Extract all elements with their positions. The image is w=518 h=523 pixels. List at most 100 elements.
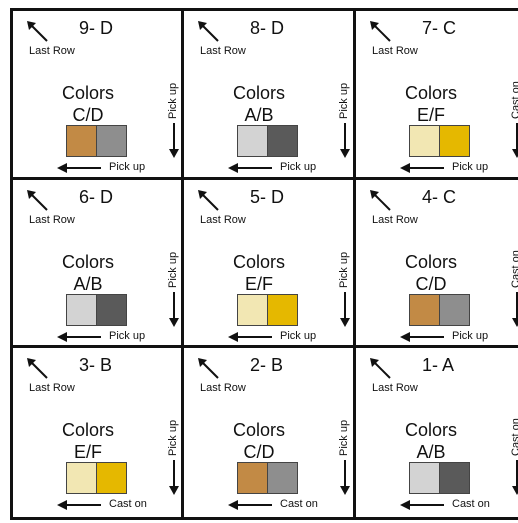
color-pair-label: E/F [244,274,273,294]
diagonal-arrow-icon [368,19,392,43]
last-row-label: Last Row [29,45,75,57]
color-swatch [267,126,297,156]
diagonal-arrow-icon [25,188,49,212]
side-edge-label: Pick up [167,419,179,456]
colors-label: Colors [61,83,114,103]
side-edge-label: Pick up [167,251,179,288]
color-swatches [409,462,470,494]
color-swatch [410,295,439,325]
side-edge-label: Pick up [338,82,350,119]
diagonal-arrow-icon [196,188,220,212]
side-edge: Pick up [163,398,185,458]
down-arrow-icon [510,460,518,496]
color-swatches [409,125,470,157]
side-edge: Pick up [334,230,356,290]
color-pair-label: C/D [243,442,275,462]
square-title: 9- D [79,18,114,38]
square-cell: 2- B Last Row Colors C/D Pick up Cast on [184,348,352,513]
square-cell: 3- B Last Row Colors E/F Pick up Cast on [13,348,181,513]
colors-label: Colors [61,420,114,440]
colors-label: Colors [404,420,457,440]
bottom-edge-label: Pick up [109,330,146,342]
side-edge: Cast on [506,398,518,458]
bottom-edge-label: Pick up [109,161,146,173]
side-edge: Pick up [334,398,356,458]
bottom-edge-label: Pick up [452,330,489,342]
square-title: 7- C [422,18,457,38]
square-cell: 8- D Last Row Colors A/B Pick up Pick up [184,11,352,176]
grid-line [10,177,518,180]
square-title: 8- D [250,18,285,38]
side-edge: Pick up [163,230,185,290]
last-row-label: Last Row [200,45,246,57]
color-swatch [67,295,96,325]
color-swatches [237,125,298,157]
side-edge-label: Cast on [510,418,518,456]
color-swatch [67,126,96,156]
last-row-label: Last Row [200,214,246,226]
square-title: 3- B [79,355,113,375]
bottom-edge-label: Cast on [452,498,490,510]
square-title: 6- D [79,187,114,207]
colors-label: Colors [404,83,457,103]
last-row-label: Last Row [200,382,246,394]
colors-label: Colors [232,83,285,103]
color-swatches [237,294,298,326]
diagonal-arrow-icon [196,356,220,380]
grid-line [181,8,184,520]
grid-line [353,8,356,520]
color-swatch [96,295,126,325]
down-arrow-icon [167,292,181,328]
grid-line [10,517,518,520]
diagonal-arrow-icon [25,19,49,43]
color-swatch [439,126,469,156]
side-edge-label: Cast on [510,81,518,119]
grid-line [10,8,13,520]
color-swatch [238,126,267,156]
diagonal-arrow-icon [25,356,49,380]
bottom-edge-label: Pick up [452,161,489,173]
color-swatch [96,463,126,493]
last-row-label: Last Row [29,214,75,226]
square-title: 5- D [250,187,285,207]
down-arrow-icon [510,123,518,159]
side-edge-label: Pick up [338,251,350,288]
color-swatches [66,462,127,494]
down-arrow-icon [167,460,181,496]
last-row-label: Last Row [372,382,418,394]
bottom-edge-label: Pick up [280,161,317,173]
square-cell: 4- C Last Row Colors C/D Cast on Pick up [356,180,518,345]
color-pair-label: A/B [244,105,274,125]
grid-line [10,345,518,348]
color-pair-label: C/D [72,105,104,125]
square-title: 1- A [422,355,455,375]
diagonal-arrow-icon [368,188,392,212]
bottom-edge-label: Cast on [109,498,147,510]
last-row-label: Last Row [372,214,418,226]
colors-label: Colors [232,420,285,440]
down-arrow-icon [510,292,518,328]
square-cell: 9- D Last Row Colors C/D Pick up Pick up [13,11,181,176]
side-edge-label: Cast on [510,250,518,288]
side-edge: Pick up [334,61,356,121]
colors-label: Colors [404,252,457,272]
side-edge: Cast on [506,61,518,121]
down-arrow-icon [338,292,352,328]
color-swatch [267,463,297,493]
bottom-edge-label: Pick up [280,330,317,342]
color-swatch [439,295,469,325]
square-title: 2- B [250,355,284,375]
color-swatch [410,126,439,156]
last-row-label: Last Row [372,45,418,57]
square-cell: 6- D Last Row Colors A/B Pick up Pick up [13,180,181,345]
last-row-label: Last Row [29,382,75,394]
color-pair-label: A/B [73,274,103,294]
colors-label: Colors [61,252,114,272]
color-swatch [267,295,297,325]
diagonal-arrow-icon [196,19,220,43]
color-pair-label: A/B [416,442,446,462]
color-swatch [238,295,267,325]
color-pair-label: E/F [73,442,102,462]
color-swatches [409,294,470,326]
